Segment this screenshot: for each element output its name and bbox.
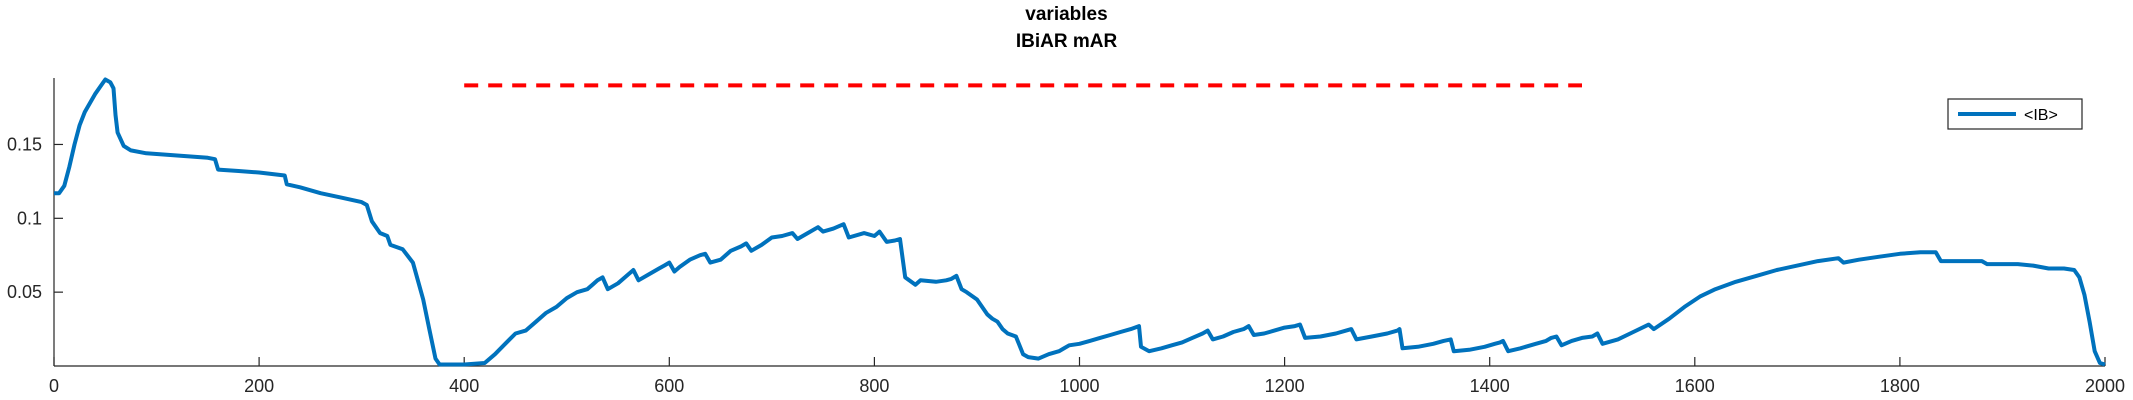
x-tick-label: 1200: [1265, 376, 1305, 396]
y-axis-ticks: 0.05 0.1 0.15: [7, 134, 63, 302]
series-lines: [54, 77, 2106, 367]
x-tick-label: 600: [654, 376, 684, 396]
x-tick-label: 200: [244, 376, 274, 396]
legend-label: <IB>: [2024, 107, 2058, 124]
y-tick-label: 0.1: [17, 208, 42, 228]
x-tick-label: 1600: [1675, 376, 1715, 396]
x-tick-label: 400: [449, 376, 479, 396]
x-tick-label: 0: [49, 376, 59, 396]
chart-subtitle: IBiAR mAR: [1015, 31, 1118, 52]
x-tick-label: 1000: [1059, 376, 1099, 396]
legend: <IB>: [1947, 98, 2083, 130]
axes: [53, 78, 2105, 367]
x-tick-label: 800: [859, 376, 889, 396]
x-tick-label: 1400: [1470, 376, 1510, 396]
x-axis-ticks: 0 200 400 600 800 1000 1200 1400 1600 1800 2000: [49, 357, 2125, 396]
y-tick-label: 0.15: [7, 134, 42, 154]
chart-title: variables: [1025, 4, 1108, 25]
x-tick-label: 1800: [1880, 376, 1920, 396]
series-line-ib: [54, 77, 2106, 367]
x-tick-label: 2000: [2085, 376, 2125, 396]
y-tick-label: 0.05: [7, 282, 42, 302]
